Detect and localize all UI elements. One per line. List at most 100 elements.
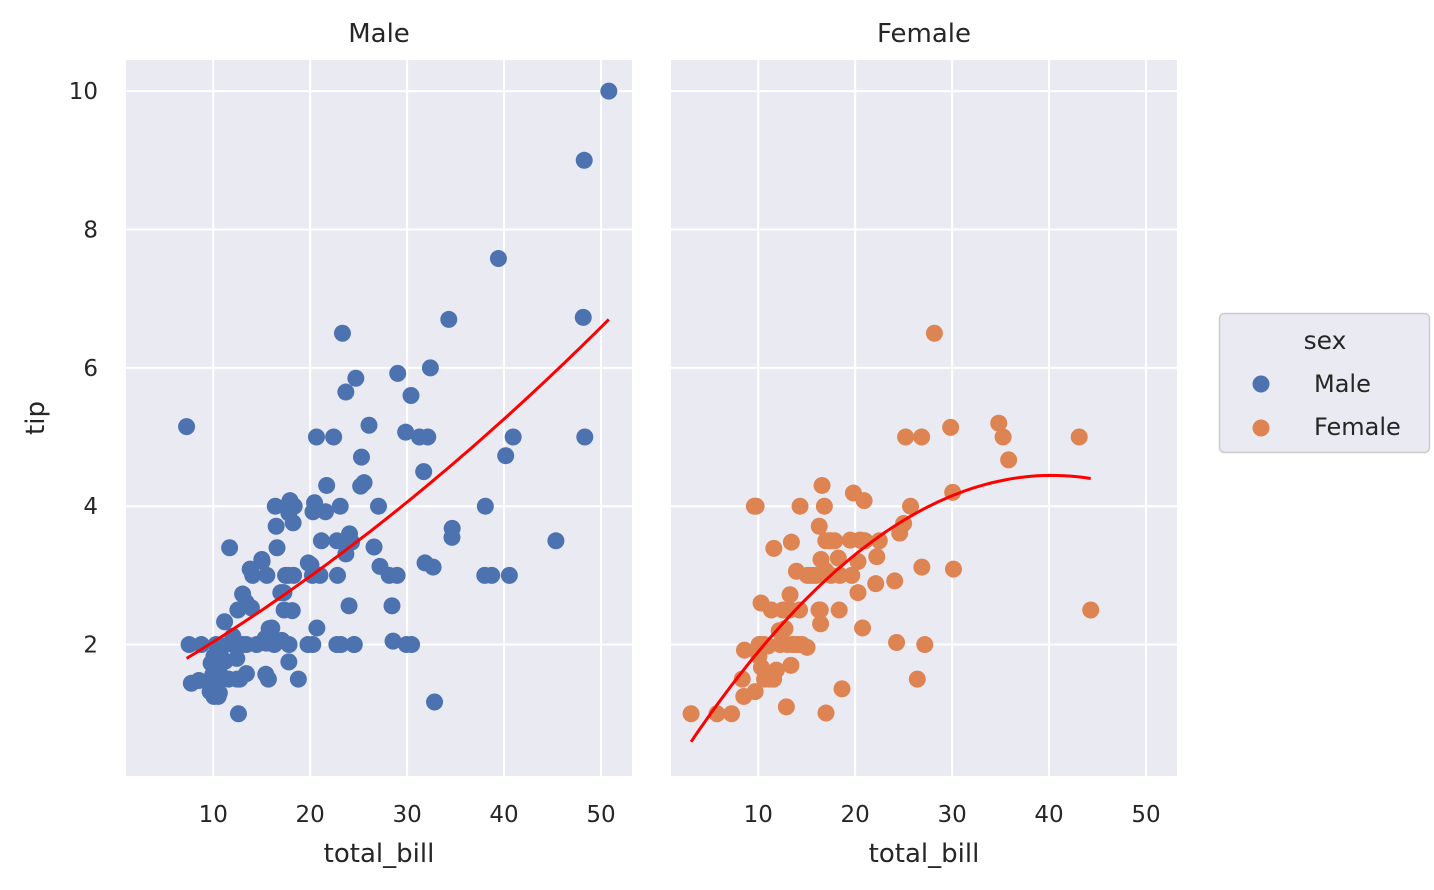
panel-title: Female bbox=[877, 19, 971, 49]
legend-frame bbox=[1218, 312, 1431, 454]
data-point bbox=[765, 539, 783, 557]
data-point bbox=[870, 532, 888, 550]
x-tick-label: 40 bbox=[1034, 802, 1063, 828]
data-point bbox=[192, 636, 210, 654]
data-point bbox=[237, 593, 255, 611]
legend: sex Male Female bbox=[1218, 312, 1431, 454]
data-point bbox=[908, 670, 926, 688]
data-point bbox=[383, 597, 401, 615]
data-point bbox=[365, 538, 383, 556]
data-point bbox=[886, 572, 904, 590]
regression-line bbox=[689, 473, 1091, 743]
data-point bbox=[370, 497, 388, 515]
data-point bbox=[277, 566, 295, 584]
data-point bbox=[811, 601, 829, 619]
data-point bbox=[504, 428, 522, 446]
data-point bbox=[389, 364, 407, 382]
data-point bbox=[774, 601, 792, 619]
data-point bbox=[312, 532, 330, 550]
data-point bbox=[440, 310, 458, 328]
data-point bbox=[812, 615, 830, 633]
data-point bbox=[244, 566, 262, 584]
data-point bbox=[888, 633, 906, 651]
legend-title: sex bbox=[1304, 326, 1347, 355]
data-point bbox=[180, 636, 198, 654]
data-point bbox=[304, 503, 322, 521]
y-tick-label: 10 bbox=[69, 79, 98, 105]
x-tick-label: 20 bbox=[296, 802, 325, 828]
data-point bbox=[329, 566, 347, 584]
data-point bbox=[833, 680, 851, 698]
data-point bbox=[237, 636, 255, 654]
data-point bbox=[221, 539, 239, 557]
data-point bbox=[214, 637, 232, 655]
x-tick-labels: 10 20 30 40 50 bbox=[199, 802, 616, 828]
scatter-points bbox=[682, 324, 1100, 723]
y-tick-label: 8 bbox=[83, 217, 98, 243]
data-point bbox=[916, 636, 934, 654]
data-point bbox=[781, 586, 799, 604]
data-point bbox=[815, 497, 833, 515]
data-point bbox=[867, 575, 885, 593]
data-point bbox=[280, 636, 298, 654]
data-point bbox=[216, 613, 234, 631]
x-tick-label: 10 bbox=[199, 802, 228, 828]
data-point bbox=[316, 503, 334, 521]
data-point bbox=[944, 560, 962, 578]
data-point bbox=[913, 558, 931, 576]
data-point bbox=[331, 497, 349, 515]
data-point bbox=[360, 416, 378, 434]
data-point bbox=[178, 418, 196, 436]
data-point bbox=[913, 428, 931, 446]
y-tick-labels: 2 4 6 8 10 bbox=[69, 79, 98, 658]
data-point bbox=[182, 674, 200, 692]
legend-marker-female bbox=[1252, 419, 1270, 437]
x-tick-label: 40 bbox=[489, 802, 518, 828]
data-point bbox=[280, 653, 298, 671]
data-point bbox=[1070, 428, 1088, 446]
data-point bbox=[770, 622, 788, 640]
data-point bbox=[352, 448, 370, 466]
data-point bbox=[735, 641, 753, 659]
x-tick-label: 50 bbox=[586, 802, 615, 828]
data-point bbox=[265, 636, 283, 654]
data-point bbox=[855, 492, 873, 510]
data-point bbox=[341, 525, 359, 543]
y-tick-label: 6 bbox=[83, 356, 98, 382]
data-point bbox=[384, 632, 402, 650]
data-point bbox=[854, 619, 872, 637]
data-point bbox=[424, 558, 442, 576]
data-point bbox=[345, 636, 363, 654]
data-point bbox=[318, 476, 336, 494]
data-point bbox=[340, 597, 358, 615]
legend-marker-male bbox=[1252, 375, 1270, 393]
data-point bbox=[897, 428, 915, 446]
data-point bbox=[204, 666, 222, 684]
data-point bbox=[328, 532, 346, 550]
data-point bbox=[228, 670, 246, 688]
y-tick-label: 4 bbox=[83, 494, 98, 520]
data-point bbox=[421, 359, 439, 377]
data-point bbox=[333, 324, 351, 342]
x-tick-label: 20 bbox=[841, 802, 870, 828]
data-point bbox=[397, 423, 415, 441]
data-point bbox=[891, 524, 909, 542]
data-point bbox=[267, 517, 285, 535]
data-point bbox=[810, 517, 828, 535]
data-point bbox=[229, 705, 247, 723]
data-point bbox=[830, 601, 848, 619]
panel-background bbox=[671, 60, 1177, 776]
data-point bbox=[576, 428, 594, 446]
data-point bbox=[284, 514, 302, 532]
data-point bbox=[723, 705, 741, 723]
data-point bbox=[994, 428, 1012, 446]
x-tick-label: 50 bbox=[1131, 802, 1160, 828]
data-point bbox=[352, 477, 370, 495]
data-point bbox=[804, 566, 822, 584]
data-point bbox=[426, 693, 444, 711]
panel-title: Male bbox=[348, 19, 410, 49]
data-point bbox=[258, 566, 276, 584]
data-point bbox=[497, 447, 515, 465]
data-point bbox=[682, 705, 700, 723]
